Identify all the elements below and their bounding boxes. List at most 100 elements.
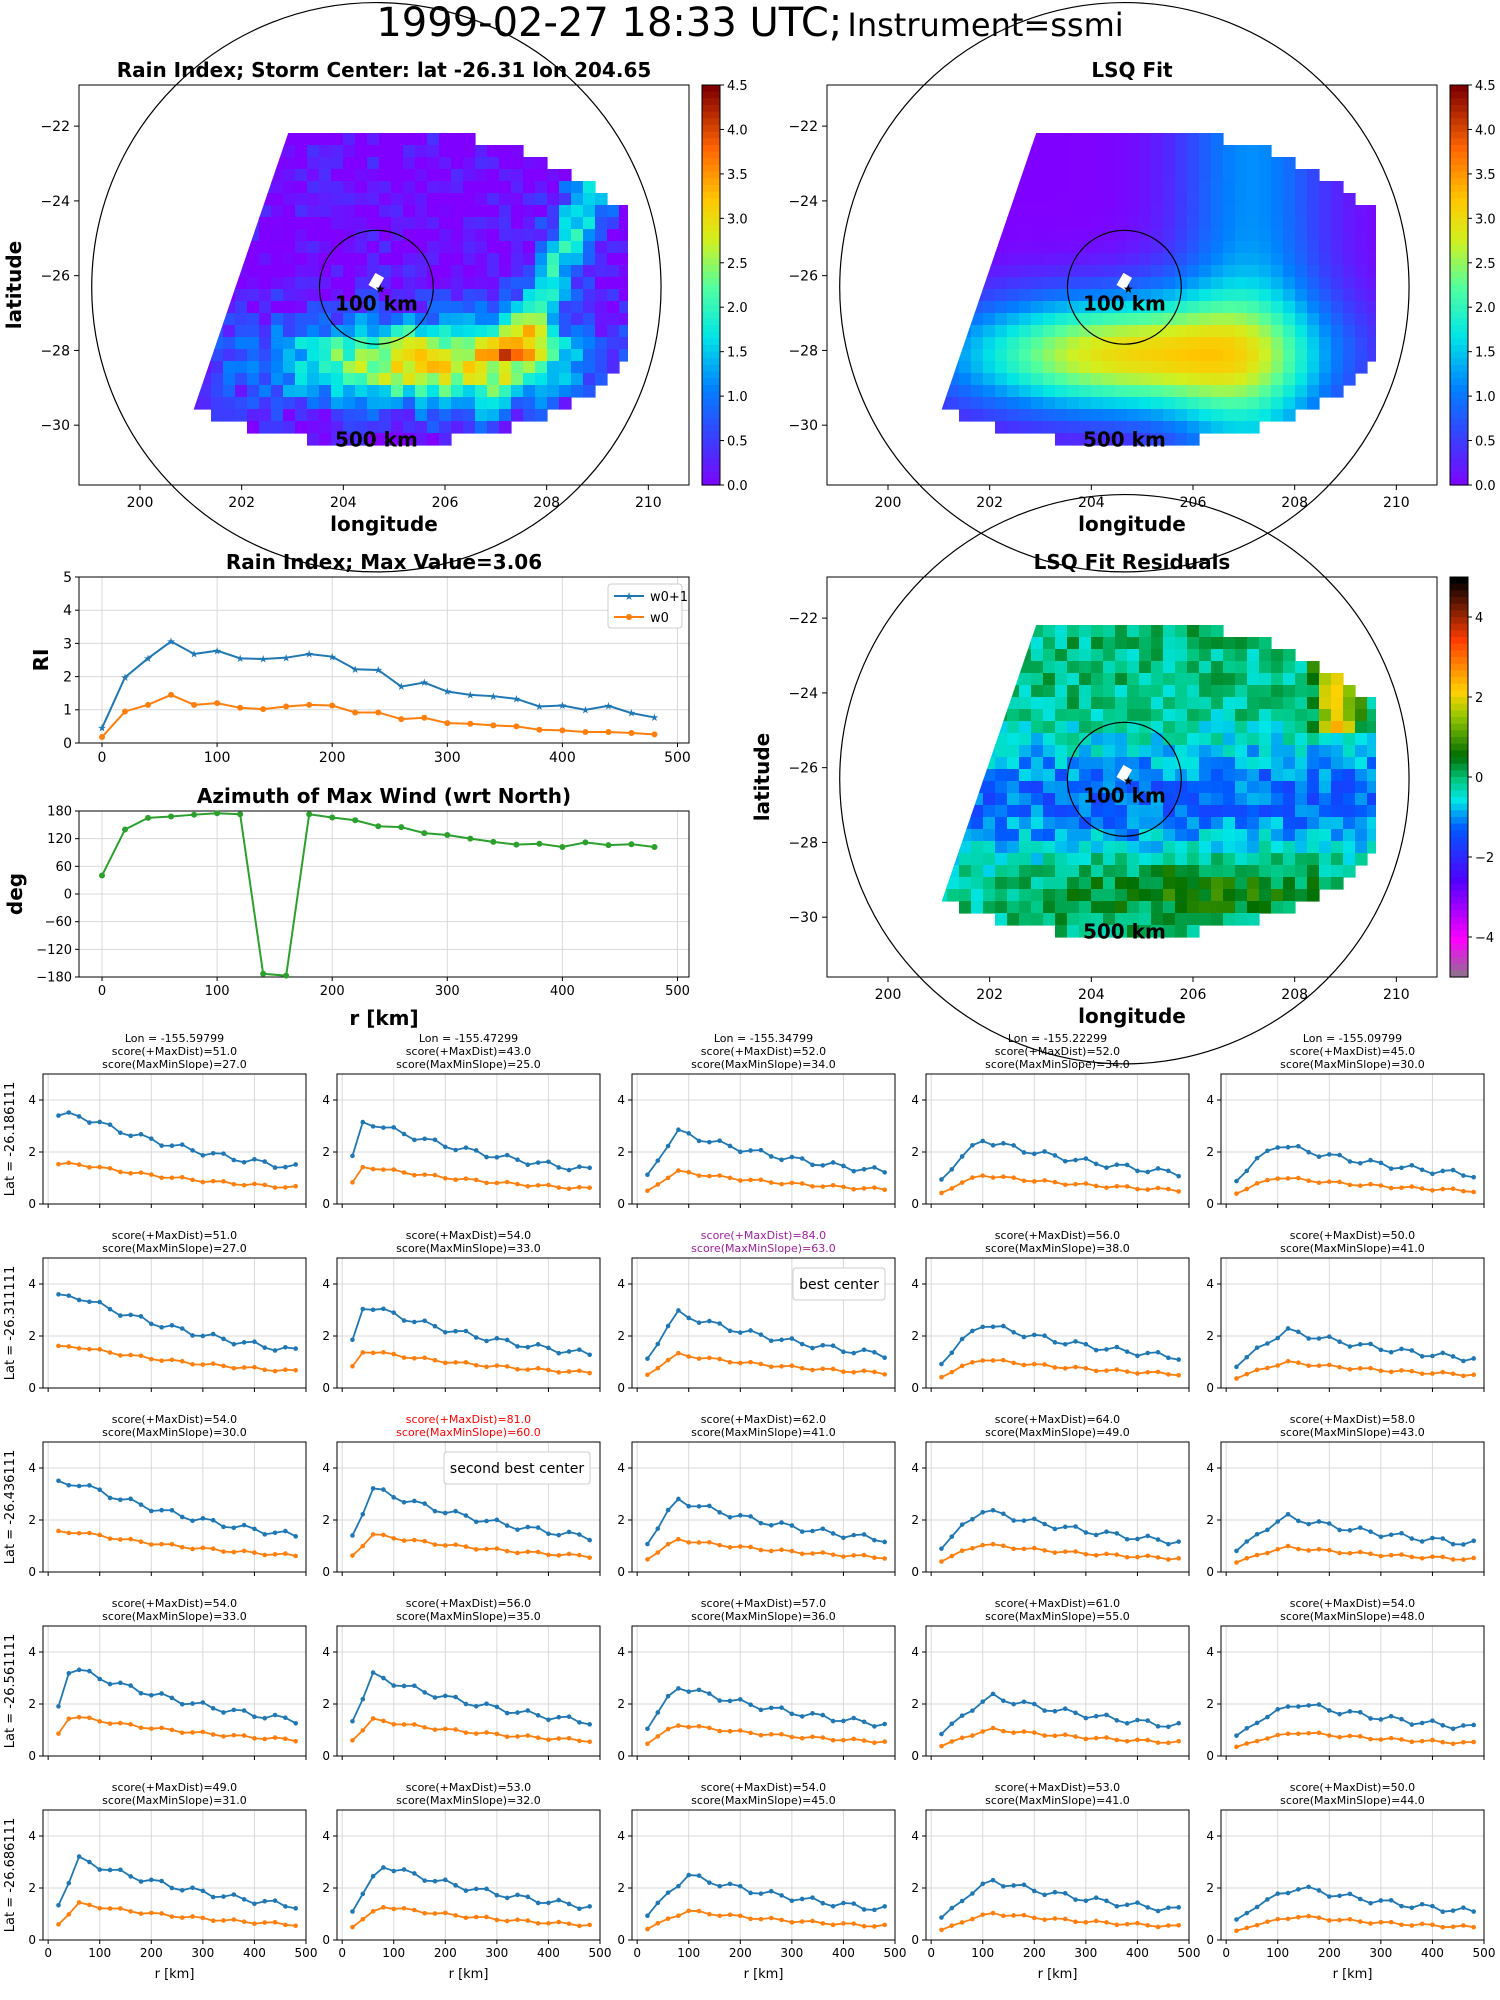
map-cell (415, 277, 428, 290)
map-cell (971, 757, 984, 770)
map-cell (1187, 649, 1200, 662)
map-cell (1259, 901, 1272, 914)
w0p1-point (1357, 1342, 1363, 1347)
map-cell (887, 253, 900, 266)
map-cell (938, 877, 948, 890)
map-cell (379, 241, 392, 254)
colorbar-swatch (1450, 98, 1468, 106)
map-cell (223, 217, 236, 230)
map-cell (1307, 253, 1320, 266)
map-cell (1055, 745, 1068, 758)
w0p1-point (1254, 1345, 1260, 1350)
map-cell (1235, 193, 1248, 206)
grid-panel: 0 100 200 300 400 500024score(+MaxDist)=53.0s… (911, 1781, 1200, 1982)
w0p1-point: ★ (97, 723, 106, 735)
map-cell (947, 649, 960, 662)
plot-frame (78, 576, 690, 744)
map-cell (463, 409, 476, 422)
map-cell (983, 289, 996, 302)
map-cell (1283, 277, 1296, 290)
map-cell (379, 169, 392, 182)
map-cell (1103, 289, 1116, 302)
map-cell (451, 265, 464, 278)
map-cell (283, 409, 296, 422)
map-cell (1127, 793, 1140, 806)
map-cell (199, 229, 212, 242)
w0p1-point (990, 1507, 996, 1513)
map-cell (571, 265, 584, 278)
map-cell (1067, 229, 1080, 242)
map-cell (163, 193, 176, 206)
map-cell (403, 313, 416, 326)
w0p1-point (391, 1310, 397, 1315)
map-cell (1355, 769, 1368, 782)
map-cell (1055, 649, 1068, 662)
w0-point (1450, 1557, 1456, 1562)
map-cell (1163, 901, 1176, 914)
w0-point (939, 1559, 944, 1564)
y-tick-label: 4 (28, 1461, 36, 1475)
map-cell (938, 805, 948, 818)
w0p1-point (463, 1888, 469, 1893)
map-cell (1331, 721, 1344, 734)
map-cell (1043, 265, 1056, 278)
w0p1-point (707, 1691, 712, 1696)
y-tick-label: −28 (40, 343, 70, 359)
map-cell (971, 265, 984, 278)
map-cell (379, 181, 392, 194)
map-cell (1031, 229, 1044, 242)
map-cell (439, 421, 452, 434)
w0p1-point (494, 1155, 500, 1160)
map-cell (1163, 925, 1176, 938)
map-cell (1211, 217, 1224, 230)
map-cell (115, 289, 128, 302)
map-cell (535, 265, 548, 278)
map-cell (271, 241, 284, 254)
azimuth-point (145, 814, 152, 821)
w0p1-point (758, 1147, 764, 1153)
map-cell (475, 385, 488, 398)
map-cell (451, 193, 464, 206)
map-cell (1271, 793, 1284, 806)
map-cell (1043, 409, 1056, 422)
map-cell (863, 349, 876, 362)
w0p1-point (546, 1900, 551, 1906)
w0p1-point: ★ (143, 653, 152, 665)
map-cell (1139, 265, 1152, 278)
legend-star-icon: ★ (624, 590, 634, 603)
w0-point (546, 1737, 551, 1743)
map-cell (535, 193, 548, 206)
range-ring-500 (91, 1, 662, 573)
map-cell (139, 241, 152, 254)
w0-point (381, 1905, 386, 1910)
map-cell (511, 385, 524, 398)
map-cell (1019, 769, 1032, 782)
w0p1-point (370, 1670, 376, 1675)
w0p1-point (138, 1314, 144, 1319)
w0p1-point (97, 1676, 103, 1682)
map-cell (1319, 301, 1332, 314)
map-cell (887, 337, 900, 350)
w0-point (118, 1720, 123, 1726)
w0-line (351, 1533, 590, 1559)
map-cell (947, 157, 960, 170)
map-cell (1079, 769, 1092, 782)
map-cell (319, 229, 332, 242)
w0p1-point (159, 1325, 164, 1330)
map-cell (971, 865, 984, 878)
w0p1-point (1306, 1521, 1311, 1527)
map-cell (947, 301, 960, 314)
map-cell (295, 193, 308, 206)
map-cell (1115, 649, 1128, 662)
w0p1-point (442, 1510, 448, 1516)
panel-score-maxdist: score(+MaxDist)=54.0 (1290, 1597, 1415, 1610)
map-cell (887, 721, 900, 734)
map-cell (1343, 841, 1356, 854)
map-cell (995, 361, 1008, 374)
map-cell (947, 385, 960, 398)
map-cell (1091, 289, 1104, 302)
w0p1-point (1073, 1524, 1078, 1529)
w0-point (1093, 1553, 1099, 1558)
map-cell (379, 205, 392, 218)
map-cell (875, 205, 888, 218)
